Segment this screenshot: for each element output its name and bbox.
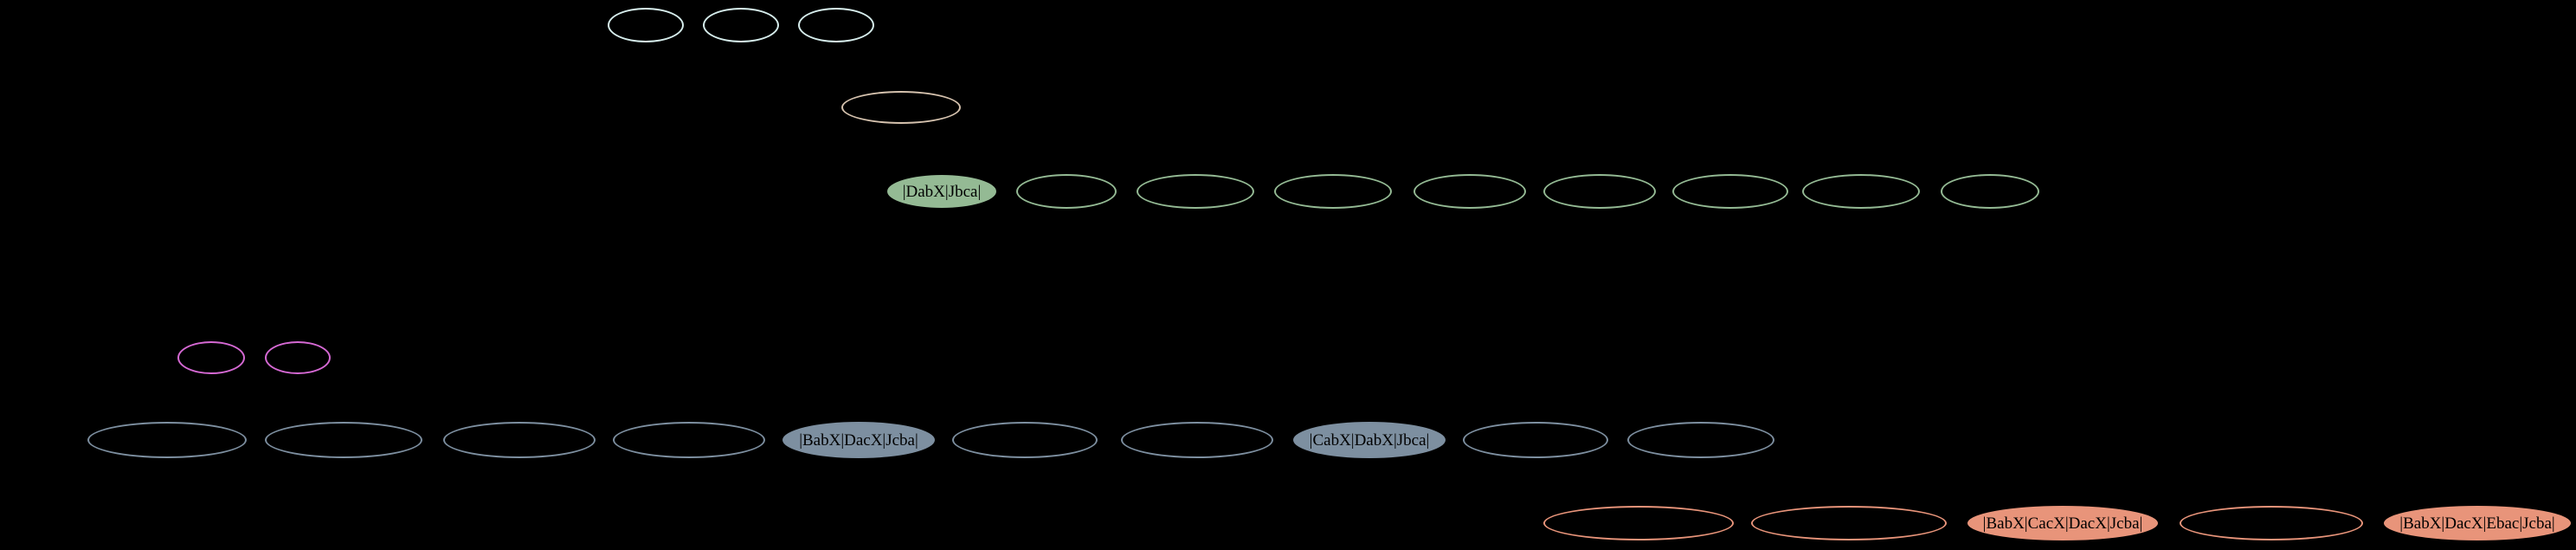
graph-node — [1463, 422, 1608, 458]
graph-node: |BabX|CacX|DacX|Jcba| — [1967, 506, 2158, 540]
graph-node — [1016, 174, 1117, 209]
graph-node — [1802, 174, 1920, 209]
graph-node — [1121, 422, 1273, 458]
graph-node-label: |BabX|CacX|DacX|Jcba| — [1982, 514, 2143, 533]
graph-node: |CabX|DabX|Jbca| — [1293, 422, 1446, 458]
graph-node — [841, 91, 961, 124]
graph-node — [613, 422, 765, 458]
graph-node — [1274, 174, 1392, 209]
graph-node — [703, 8, 779, 42]
graph-node — [1627, 422, 1774, 458]
graph-node — [443, 422, 596, 458]
graph-node-label: |BabX|DacX|Jcba| — [799, 430, 918, 450]
graph-node — [1751, 506, 1947, 540]
graph-node — [177, 341, 245, 374]
graph-node — [1414, 174, 1526, 209]
graph-node: |BabX|DacX|Ebac|Jcba| — [2384, 506, 2571, 540]
graph-node: |DabX|Jbca| — [887, 175, 996, 208]
graph-node — [798, 8, 874, 42]
graph-node — [1543, 174, 1656, 209]
graph-node — [952, 422, 1098, 458]
graph-node — [265, 422, 422, 458]
graph-node — [2180, 506, 2363, 540]
graph-node — [1543, 506, 1734, 540]
graph-node-label: |BabX|DacX|Ebac|Jcba| — [2399, 514, 2555, 533]
graph-node-label: |CabX|DabX|Jbca| — [1309, 430, 1430, 450]
graph-node — [608, 8, 684, 42]
graph-node — [1137, 174, 1254, 209]
graph-node-label: |DabX|Jbca| — [902, 182, 982, 201]
graph-node — [1672, 174, 1788, 209]
graph-node: |BabX|DacX|Jcba| — [782, 422, 935, 458]
graph-node — [1941, 174, 2039, 209]
graph-node — [265, 341, 331, 374]
graph-node — [87, 422, 247, 458]
